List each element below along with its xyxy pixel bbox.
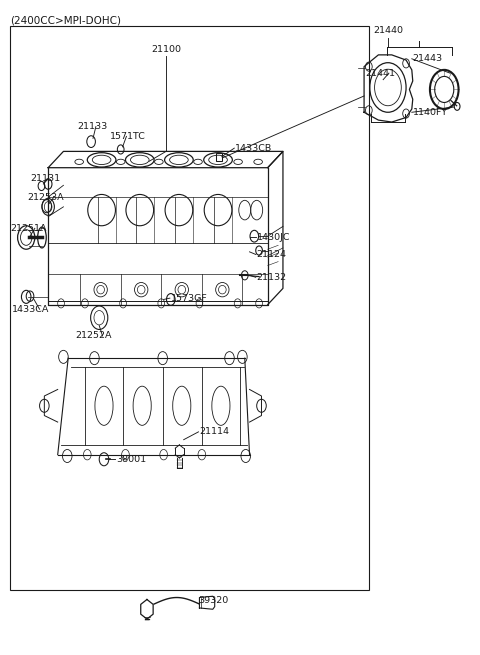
Text: 21443: 21443 <box>413 54 443 64</box>
Text: 1433CB: 1433CB <box>235 143 273 153</box>
Text: 21252A: 21252A <box>75 331 112 341</box>
Text: 1433CA: 1433CA <box>12 305 49 314</box>
Text: 21133: 21133 <box>78 122 108 131</box>
Text: 21441: 21441 <box>365 69 395 78</box>
Text: 1140FY: 1140FY <box>413 108 448 117</box>
Text: (2400CC>MPI-DOHC): (2400CC>MPI-DOHC) <box>10 16 121 26</box>
Text: 21100: 21100 <box>151 45 181 54</box>
Text: 21253A: 21253A <box>28 193 64 202</box>
Text: 1571TC: 1571TC <box>110 132 146 141</box>
Bar <box>216 153 222 160</box>
Text: 21124: 21124 <box>257 250 287 259</box>
Text: 39320: 39320 <box>198 595 228 605</box>
Text: 21251A: 21251A <box>10 224 47 233</box>
Text: 38001: 38001 <box>116 455 146 464</box>
Text: 21132: 21132 <box>257 272 287 282</box>
Text: 1573GF: 1573GF <box>171 293 207 303</box>
Text: 1430JC: 1430JC <box>257 233 290 242</box>
Text: 21440: 21440 <box>373 26 403 35</box>
Bar <box>10 26 369 590</box>
Text: 21131: 21131 <box>30 174 60 183</box>
Text: 21114: 21114 <box>199 427 229 436</box>
